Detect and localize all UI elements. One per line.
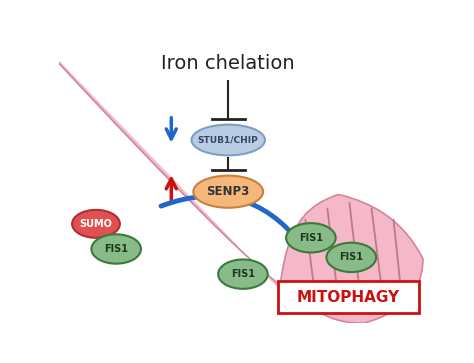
Ellipse shape [218, 260, 268, 289]
Text: FIS1: FIS1 [231, 269, 255, 279]
Text: Iron chelation: Iron chelation [162, 54, 295, 73]
PathPatch shape [280, 195, 423, 323]
Ellipse shape [193, 176, 263, 208]
Text: STUB1/CHIP: STUB1/CHIP [198, 135, 259, 144]
Ellipse shape [72, 210, 120, 238]
Text: FIS1: FIS1 [339, 252, 363, 262]
Text: FIS1: FIS1 [299, 233, 323, 243]
FancyArrowPatch shape [161, 196, 301, 244]
Text: SUMO: SUMO [80, 219, 112, 229]
Ellipse shape [327, 243, 376, 272]
Text: SENP3: SENP3 [207, 185, 250, 198]
Bar [278, 281, 419, 313]
Ellipse shape [91, 234, 141, 264]
Ellipse shape [191, 125, 265, 155]
Text: FIS1: FIS1 [104, 244, 128, 254]
Text: MITOPHAGY: MITOPHAGY [297, 290, 400, 305]
Ellipse shape [286, 223, 336, 253]
